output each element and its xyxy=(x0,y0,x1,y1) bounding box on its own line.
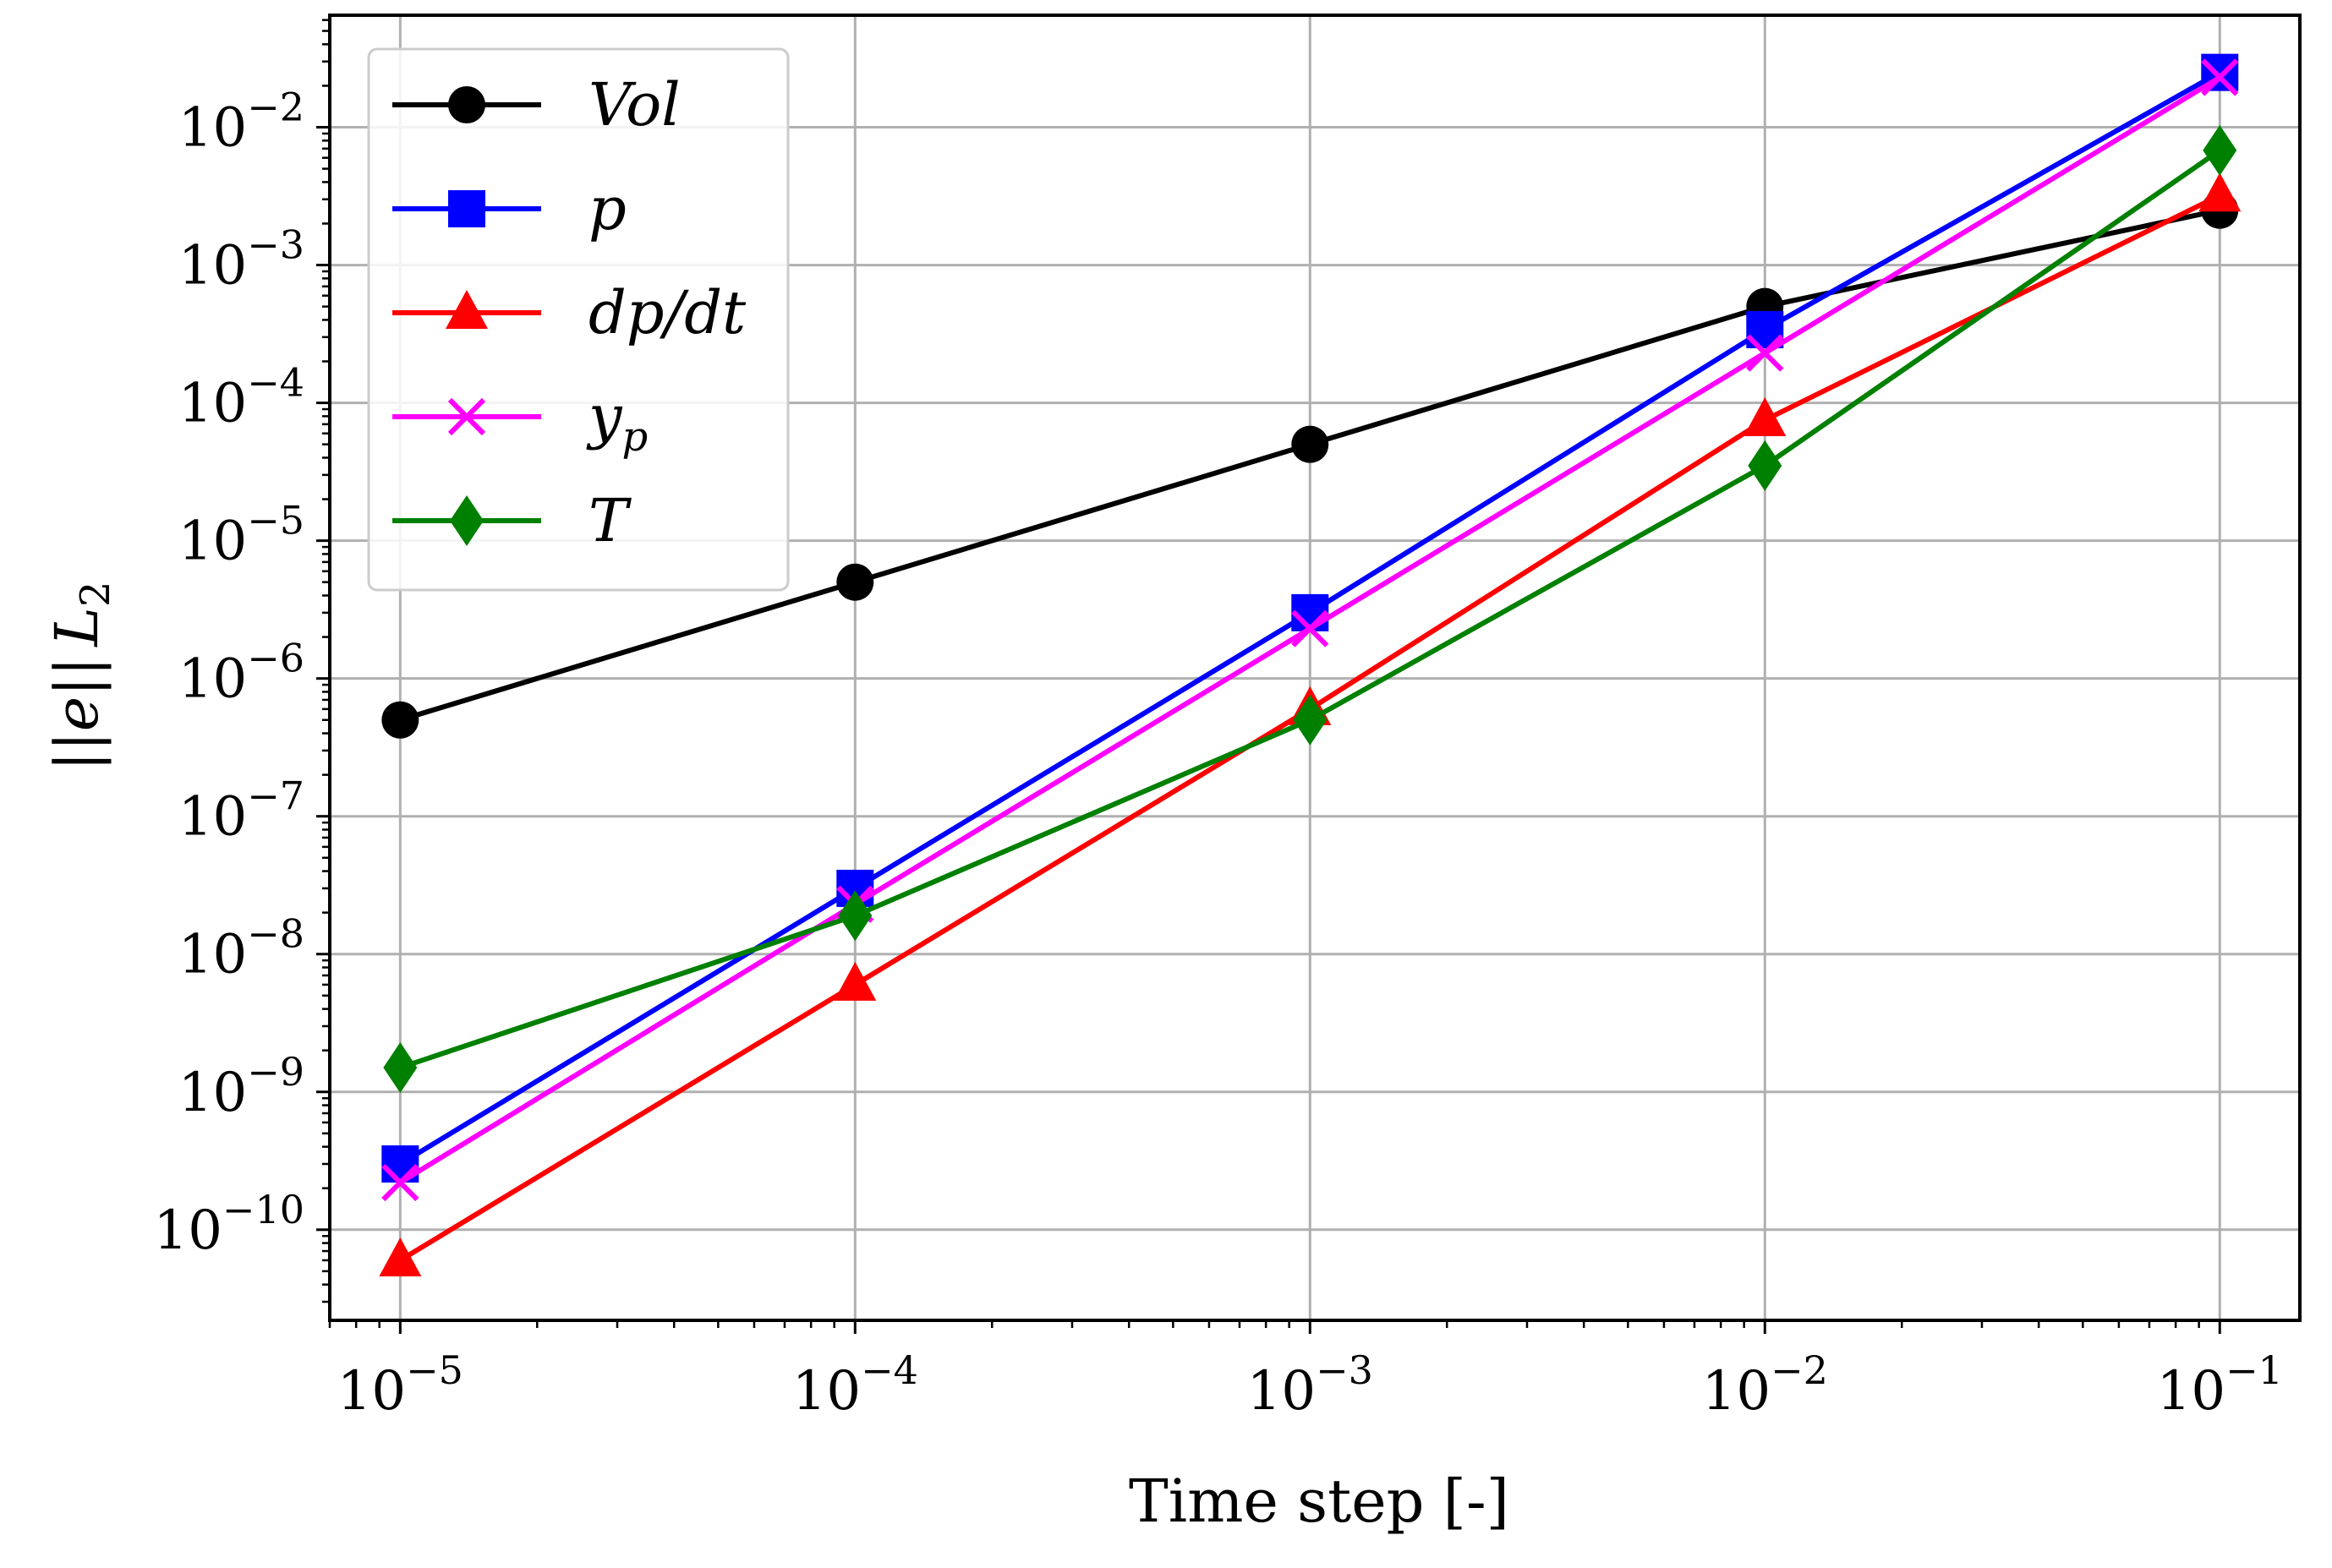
legend-marker xyxy=(450,495,484,546)
data-point xyxy=(383,1042,418,1094)
legend-label: dp/dt xyxy=(588,278,747,347)
legend: Vol p dp/dt yp T xyxy=(367,47,790,592)
x-tick-label: 10−5 xyxy=(337,1347,463,1423)
x-tick-label: 10−3 xyxy=(1247,1347,1373,1423)
data-point xyxy=(1746,334,1784,372)
data-point xyxy=(834,961,877,1001)
y-tick-label: 10−7 xyxy=(178,773,304,849)
data-point xyxy=(1748,440,1782,491)
x-tick-label: 10−4 xyxy=(792,1347,918,1423)
legend-marker xyxy=(448,190,485,227)
data-point xyxy=(1744,396,1787,436)
series-5 xyxy=(383,124,2237,1094)
data-point xyxy=(838,890,873,942)
legend-marker xyxy=(446,290,488,329)
data-point xyxy=(379,1237,422,1276)
y-axis-label-L: L xyxy=(42,607,112,647)
legend-entry: p xyxy=(392,174,627,243)
y-tick-label: 10−4 xyxy=(178,360,304,435)
data-point xyxy=(381,701,419,739)
data-point xyxy=(2198,172,2242,212)
data-point xyxy=(2201,58,2239,96)
y-tick-label: 10−8 xyxy=(178,911,304,986)
legend-entry: Vol xyxy=(392,70,681,139)
legend-marker xyxy=(448,86,485,123)
x-tick-label: 10−2 xyxy=(1702,1347,1828,1423)
series-2 xyxy=(381,53,2239,1183)
y-tick-label: 10−3 xyxy=(178,222,304,298)
y-axis-label: ||e|| L2 xyxy=(42,582,119,772)
legend-label: yp xyxy=(586,382,648,461)
y-tick-label: 10−5 xyxy=(178,498,304,573)
data-point xyxy=(1293,694,1327,746)
data-point xyxy=(1291,425,1329,463)
y-tick-label: 10−6 xyxy=(178,636,304,711)
axis-ticks xyxy=(316,19,2221,1334)
legend-entry: T xyxy=(392,486,632,555)
legend-box xyxy=(367,47,790,592)
tick-labels: 10−5 10−4 10−3 10−2 10−1 10−10 10−9 10−8 10−7 10−… xyxy=(153,85,2282,1423)
data-point xyxy=(381,1163,419,1202)
y-axis-label-bars-left: || xyxy=(42,731,112,771)
legend-marker xyxy=(447,397,486,436)
data-point xyxy=(2203,124,2237,176)
data-point xyxy=(836,563,874,601)
y-tick-label: 10−9 xyxy=(178,1049,304,1124)
x-axis-label: Time step [-] xyxy=(1129,1467,1509,1536)
y-axis-label-sub: 2 xyxy=(72,582,119,608)
y-tick-label: 10−10 xyxy=(153,1187,304,1262)
y-tick-label: 10−2 xyxy=(178,85,304,160)
legend-entry: dp/dt xyxy=(392,278,747,347)
legend-label: T xyxy=(588,486,632,555)
legend-label: p xyxy=(588,174,627,243)
y-axis-label-bars-right: || xyxy=(42,657,112,697)
plot-frame xyxy=(328,14,2302,1322)
data-point xyxy=(1291,609,1329,647)
x-tick-label: 10−1 xyxy=(2157,1347,2283,1423)
legend-label: Vol xyxy=(588,70,681,139)
series-lines xyxy=(379,53,2242,1276)
legend-entry: yp xyxy=(392,382,648,461)
y-axis-label-e: e xyxy=(42,697,112,731)
